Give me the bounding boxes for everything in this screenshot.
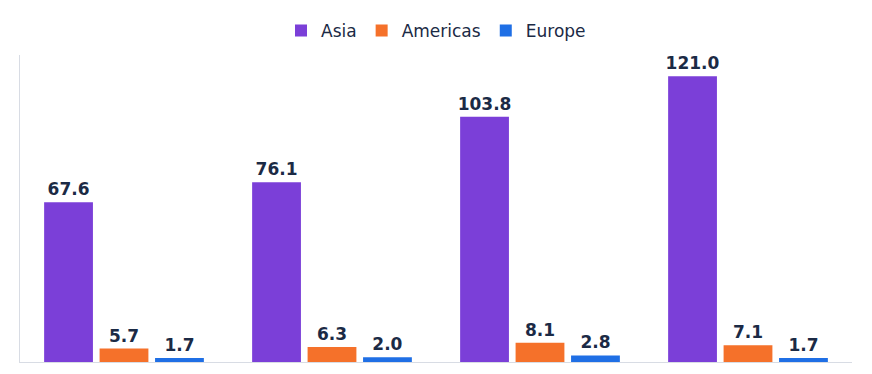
svg-text:6.3: 6.3	[317, 324, 347, 344]
svg-text:103.8: 103.8	[458, 94, 512, 114]
svg-text:121.0: 121.0	[666, 53, 720, 73]
svg-text:Europe: Europe	[526, 21, 586, 41]
svg-text:7.1: 7.1	[733, 322, 763, 342]
svg-text:5.7: 5.7	[109, 326, 139, 346]
svg-text:67.6: 67.6	[48, 179, 90, 199]
svg-text:1.7: 1.7	[788, 335, 818, 355]
svg-text:76.1: 76.1	[256, 159, 298, 179]
svg-text:8.1: 8.1	[525, 320, 555, 340]
svg-text:Americas: Americas	[402, 21, 481, 41]
svg-text:1.7: 1.7	[164, 335, 194, 355]
svg-text:2.8: 2.8	[580, 332, 610, 352]
svg-text:Asia: Asia	[321, 21, 357, 41]
svg-text:2.0: 2.0	[372, 334, 402, 354]
